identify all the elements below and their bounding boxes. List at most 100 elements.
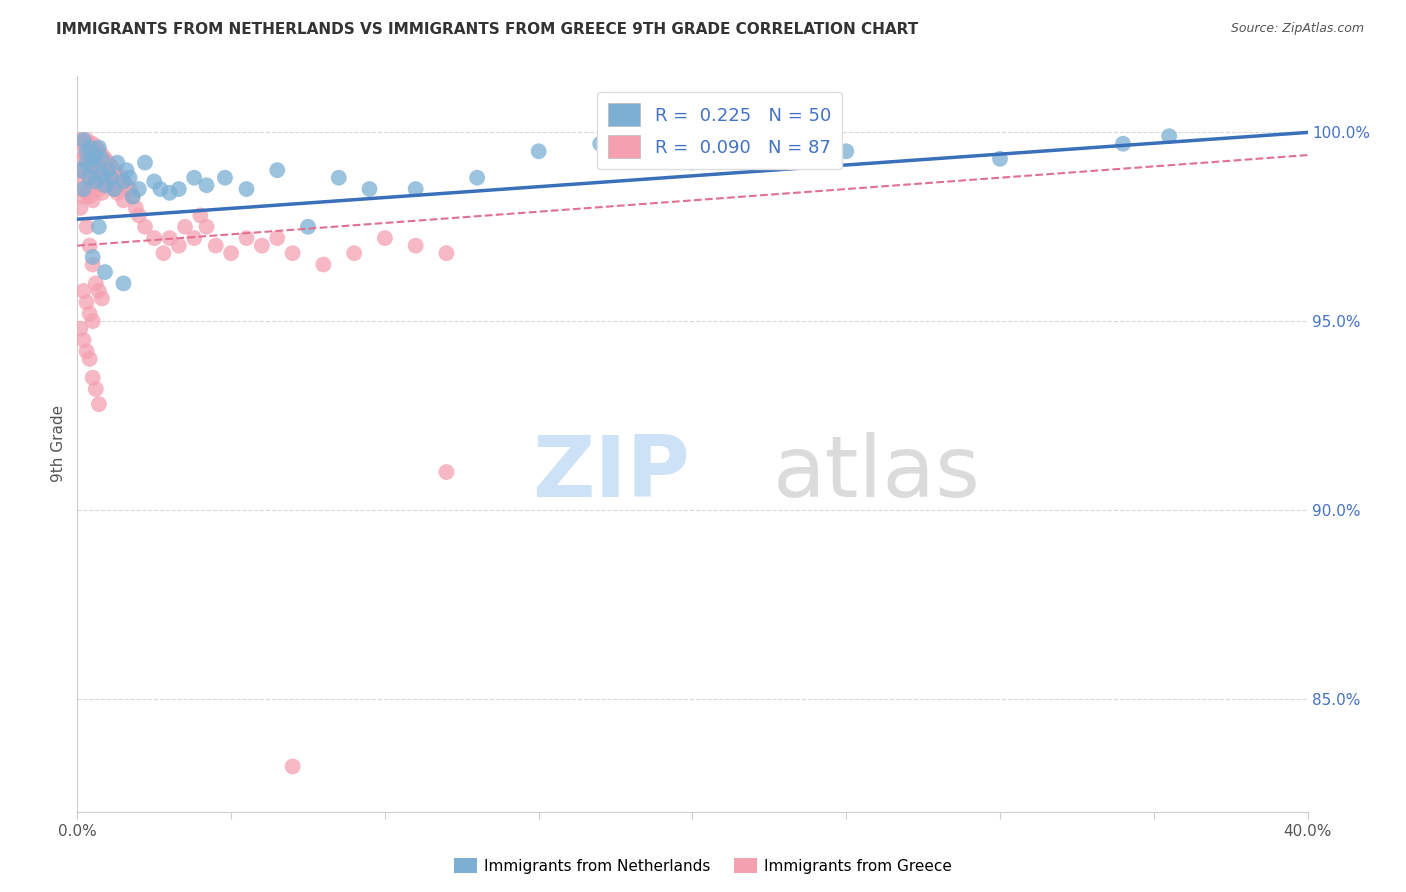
Point [72, 170, 94, 185]
Point [100, 178, 122, 193]
Point [121, 189, 143, 203]
Point [143, 231, 166, 245]
Point [72, 189, 94, 203]
Point [97, 174, 120, 188]
Point [125, 201, 148, 215]
Point [105, 155, 128, 169]
Point [82, 136, 104, 151]
Point [167, 182, 190, 196]
Point [76, 167, 98, 181]
Point [76, 344, 98, 359]
Point [266, 231, 288, 245]
Point [312, 258, 335, 272]
Point [112, 194, 135, 208]
Point [100, 160, 122, 174]
Point [159, 231, 181, 245]
Point [76, 145, 98, 159]
Point [988, 152, 1011, 166]
Point [82, 258, 104, 272]
Point [527, 145, 550, 159]
Point [76, 186, 98, 200]
Point [69, 182, 91, 196]
Point [84, 140, 107, 154]
Point [214, 170, 236, 185]
Point [159, 186, 181, 200]
Point [183, 231, 205, 245]
Point [374, 231, 396, 245]
Point [128, 209, 150, 223]
Point [84, 148, 107, 162]
Point [103, 163, 125, 178]
Point [118, 182, 141, 196]
Point [84, 160, 107, 174]
Point [835, 145, 858, 159]
Point [100, 170, 122, 185]
Point [76, 219, 98, 234]
Point [82, 152, 104, 166]
Point [195, 219, 218, 234]
Point [76, 155, 98, 169]
Text: IMMIGRANTS FROM NETHERLANDS VS IMMIGRANTS FROM GREECE 9TH GRADE CORRELATION CHAR: IMMIGRANTS FROM NETHERLANDS VS IMMIGRANT… [56, 22, 918, 37]
Point [82, 194, 104, 208]
Point [82, 160, 104, 174]
Point [188, 209, 212, 223]
Point [79, 351, 101, 366]
Point [112, 174, 135, 188]
Point [90, 292, 114, 306]
Point [87, 219, 110, 234]
Point [76, 295, 98, 310]
Point [90, 167, 114, 181]
Point [115, 163, 138, 178]
Point [79, 170, 101, 185]
Point [72, 152, 94, 166]
Point [72, 136, 94, 151]
Point [121, 189, 143, 203]
Point [69, 321, 91, 335]
Point [69, 145, 91, 159]
Point [112, 277, 135, 291]
Point [128, 182, 150, 196]
Point [94, 178, 117, 193]
Point [359, 182, 381, 196]
Point [343, 246, 366, 260]
Point [167, 238, 190, 252]
Point [72, 182, 94, 196]
Point [110, 170, 132, 185]
Point [94, 265, 117, 279]
Point [87, 284, 110, 298]
Point [69, 163, 91, 178]
Point [105, 186, 128, 200]
Point [82, 250, 104, 264]
Text: Source: ZipAtlas.com: Source: ZipAtlas.com [1230, 22, 1364, 36]
Y-axis label: 9th Grade: 9th Grade [51, 405, 66, 483]
Point [589, 136, 612, 151]
Point [105, 167, 128, 181]
Point [219, 246, 242, 260]
Point [79, 238, 101, 252]
Point [90, 186, 114, 200]
Point [87, 397, 110, 411]
Point [152, 246, 174, 260]
Point [94, 170, 117, 185]
Point [97, 163, 120, 178]
Text: atlas: atlas [772, 432, 980, 515]
Point [79, 170, 101, 185]
Point [204, 238, 226, 252]
Point [72, 133, 94, 147]
Point [69, 133, 91, 147]
Point [76, 133, 98, 147]
Point [134, 219, 156, 234]
Point [87, 140, 110, 154]
Point [72, 284, 94, 298]
Point [328, 170, 350, 185]
Point [143, 174, 166, 188]
Point [76, 148, 98, 162]
Point [79, 189, 101, 203]
Point [436, 246, 458, 260]
Point [134, 155, 156, 169]
Point [281, 246, 304, 260]
Point [1112, 136, 1135, 151]
Point [90, 152, 114, 166]
Point [84, 174, 107, 188]
Point [436, 465, 458, 479]
